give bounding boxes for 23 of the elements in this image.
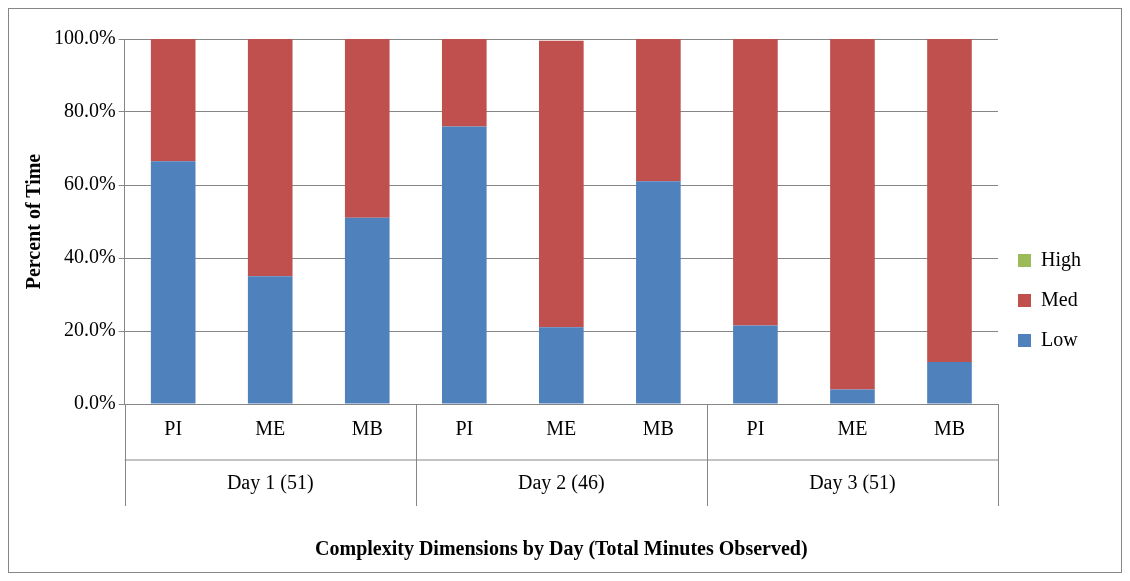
x-tick-label: ME: [546, 417, 577, 440]
x-tick-label: PI: [164, 417, 183, 440]
x-tick-label: ME: [837, 417, 868, 440]
y-tick-label: 80.0%: [63, 99, 116, 122]
text: Day 3 (51): [809, 471, 896, 495]
y-tick-label: 0.0%: [73, 391, 116, 414]
y-tick-label: 100.0%: [53, 26, 116, 49]
x-tick-label: PI: [746, 417, 765, 440]
legend-label: High: [1041, 247, 1081, 271]
x-tick-label: ME: [255, 417, 286, 440]
x-tick-label: MB: [933, 417, 966, 440]
text: Day 2 (46): [518, 471, 605, 495]
y-tick-label: 20.0%: [63, 318, 116, 341]
y-tick-label: 40.0%: [63, 245, 116, 268]
x-tick-label: MB: [351, 417, 383, 440]
text: Day 1 (51): [226, 471, 314, 495]
y-tick-label: 60.0%: [63, 172, 116, 195]
x-tick-label: MB: [642, 417, 674, 440]
y-axis-title: Percent of Time: [22, 153, 45, 290]
x-axis-title: Complexity Dimensions by Day (Total Minutes Observed): [315, 537, 808, 561]
legend-label: Med: [1041, 287, 1078, 310]
legend-label: Low: [1041, 327, 1079, 350]
x-tick-label: PI: [455, 417, 474, 440]
